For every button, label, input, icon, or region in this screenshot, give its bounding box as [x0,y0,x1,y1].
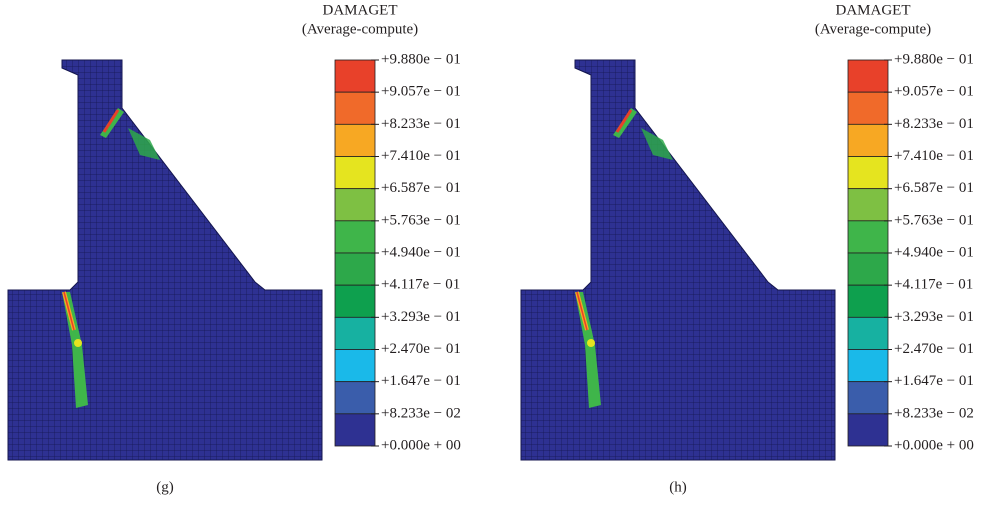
legend-label: +8.233e − 02 [894,405,974,421]
legend-swatch [848,382,888,414]
legend-swatch [848,60,888,92]
legend-label: +0.000e + 00 [381,437,461,453]
legend-label: +8.233e − 01 [381,116,461,132]
dam-model [8,60,322,460]
caption: (g) [156,479,174,495]
legend-swatch [335,92,375,124]
legend-subtitle: (Average-compute) [815,21,931,37]
legend-swatch [335,189,375,221]
legend-label: +8.233e − 02 [381,405,461,421]
caption: (h) [669,479,687,495]
legend-swatch [848,92,888,124]
legend-label: +9.880e − 01 [381,51,461,67]
legend-label: +8.233e − 01 [894,116,974,132]
legend-swatch [848,350,888,382]
legend-swatch [335,60,375,92]
legend-label: +4.940e − 01 [894,244,974,260]
legend-label: +0.000e + 00 [894,437,974,453]
legend-swatch [335,317,375,349]
legend-swatch [335,253,375,285]
legend-label: +9.880e − 01 [894,51,974,67]
legend-label: +6.587e − 01 [381,180,461,196]
legend-label: +1.647e − 01 [894,373,974,389]
legend-label: +9.057e − 01 [381,84,461,100]
legend-label: +4.940e − 01 [381,244,461,260]
legend-label: +2.470e − 01 [894,341,974,357]
legend-swatch [848,189,888,221]
legend-subtitle: (Average-compute) [302,21,418,37]
legend-label: +5.763e − 01 [894,212,974,228]
dam-model [521,60,835,460]
legend-label: +9.057e − 01 [894,84,974,100]
legend-swatch [335,124,375,156]
legend-label: +6.587e − 01 [894,180,974,196]
legend-label: +4.117e − 01 [381,277,460,293]
legend-label: +5.763e − 01 [381,212,461,228]
legend-swatch [848,253,888,285]
legend-label: +7.410e − 01 [381,148,461,164]
legend-label: +2.470e − 01 [381,341,461,357]
figure: DAMAGET (Average-compute) +9.880e − 01 +9.0… [0,0,1000,505]
legend-label: +7.410e − 01 [894,148,974,164]
legend-swatch [335,157,375,189]
legend-title: DAMAGET [323,2,398,18]
legend-label: +4.117e − 01 [894,277,973,293]
legend-swatch [848,414,888,446]
legend-swatch [335,350,375,382]
legend-swatch [335,285,375,317]
legend-swatch [335,382,375,414]
legend-swatch [335,221,375,253]
legend-swatch [848,317,888,349]
legend-label: +3.293e − 01 [381,309,461,325]
legend-swatch [848,124,888,156]
legend-swatch [848,221,888,253]
legend-title: DAMAGET [836,2,911,18]
legend-swatch [335,414,375,446]
legend-label: +1.647e − 01 [381,373,461,389]
legend-label: +3.293e − 01 [894,309,974,325]
legend-swatch [848,157,888,189]
legend-swatch [848,285,888,317]
